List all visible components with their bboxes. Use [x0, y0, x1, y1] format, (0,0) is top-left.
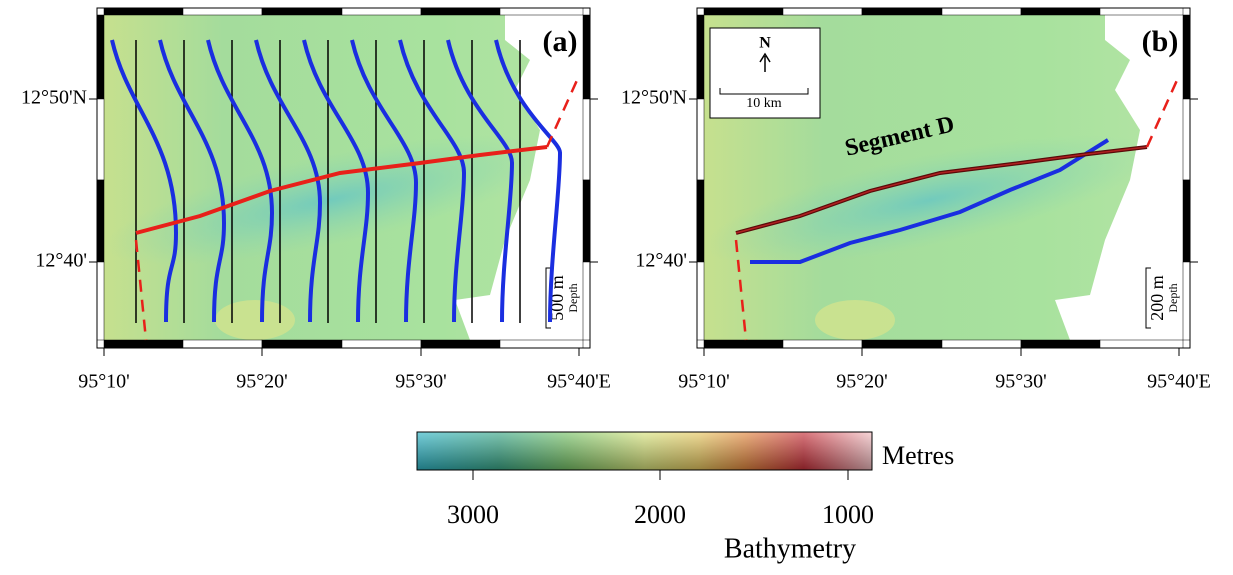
colorbar-tick-label: 2000 [634, 500, 686, 529]
segment-trace-core [735, 146, 1148, 234]
frame [96, 7, 591, 349]
no-data [1055, 15, 1183, 340]
colorbar-frame [416, 431, 873, 471]
north-label: N [759, 35, 771, 52]
lat-tick-label: 12°50'N [21, 87, 87, 109]
frame-band [96, 14, 105, 100]
map-panel: 95°10' 95°20' 95°30' 95°40'E 12°40' 12°50'N 20… [621, 7, 1211, 393]
frame-band [703, 7, 784, 16]
profile [750, 138, 1110, 264]
frame-band [696, 261, 705, 341]
frame-band [696, 14, 705, 100]
frame-band [499, 339, 584, 349]
frame-band [582, 14, 591, 100]
frame-band [1182, 14, 1191, 100]
frame [696, 7, 1191, 349]
map-panel: 95°10' 95°20' 95°30' 95°40'E12°40'12°50'N50… [21, 7, 611, 393]
frame-band [341, 339, 422, 349]
frame-band [861, 7, 943, 16]
profile [302, 39, 371, 323]
lat-tick-label: 12°40' [35, 250, 87, 272]
profile [446, 39, 515, 323]
depth-label: Depth [566, 283, 580, 312]
lon-tick-label: 95°10' [678, 371, 730, 393]
trough [704, 135, 1156, 265]
frame-band [182, 339, 263, 349]
frame-band [96, 179, 105, 263]
panels: 95°10' 95°20' 95°30' 95°40'E12°40'12°50'N50… [21, 7, 1211, 393]
colorbar-unit: Metres [882, 441, 954, 470]
frame-band [420, 7, 501, 16]
lon-tick-label: 95°30' [995, 371, 1047, 393]
profile [494, 39, 563, 323]
profile [206, 39, 275, 323]
lon-tick-label: 95°40'E [547, 371, 611, 393]
trough [104, 135, 556, 265]
segment-trace-extension [734, 77, 1180, 341]
shallow [215, 300, 295, 340]
colorbar: 3000 2000 1000 Metres Bathymetry [416, 431, 954, 564]
frame-band [103, 7, 184, 16]
lat-tick-label: 12°40' [635, 250, 687, 272]
profile [254, 39, 323, 323]
segment-trace-extension [134, 77, 580, 341]
depth-label: Depth [1166, 283, 1180, 312]
profile [110, 39, 179, 323]
frame-band [703, 339, 784, 349]
shallow [815, 300, 895, 340]
frame-band [582, 98, 591, 181]
frame-band [1099, 339, 1184, 349]
panel-label: (b) [1142, 25, 1179, 58]
lon-tick-label: 95°20' [836, 371, 888, 393]
frame-band [1020, 7, 1101, 16]
north-arrow [759, 52, 771, 72]
segment-trace [135, 145, 548, 235]
frame-band [1182, 98, 1191, 181]
legend-box [709, 27, 821, 119]
frame-band [103, 339, 184, 349]
scale-bar [719, 88, 809, 95]
frame-band [182, 7, 263, 16]
frame-band [261, 339, 343, 349]
frame-band [696, 179, 705, 263]
frame-band [1182, 179, 1191, 263]
profile [350, 39, 419, 323]
lon-tick-label: 95°40'E [1147, 371, 1211, 393]
frame-band [696, 98, 705, 181]
colorbar-title: Bathymetry [724, 533, 856, 564]
frame-band [261, 7, 343, 16]
frame-band [499, 7, 584, 16]
frame-band [1182, 261, 1191, 341]
scale-bar-label: 10 km [746, 96, 782, 111]
frame-band [1099, 7, 1184, 16]
profile [398, 39, 467, 323]
frame-band [1020, 339, 1101, 349]
frame-band [582, 261, 591, 341]
frame-band [782, 339, 863, 349]
lon-tick-label: 95°20' [236, 371, 288, 393]
frame-band [420, 339, 501, 349]
colorbar-tick-label: 1000 [822, 500, 874, 529]
depth-scale-label: 200 m [1147, 275, 1167, 321]
frame-band [96, 98, 105, 181]
frame-band [861, 339, 943, 349]
frame-band [941, 339, 1022, 349]
colorbar-tick-label: 3000 [447, 500, 499, 529]
lon-tick-label: 95°30' [395, 371, 447, 393]
frame-band [782, 7, 863, 16]
depth-scale-bar [1145, 267, 1151, 329]
panel-label: (a) [543, 25, 578, 58]
depth-scale-bar [545, 267, 551, 329]
frame-band [582, 179, 591, 263]
frame-band [941, 7, 1022, 16]
lat-tick-label: 12°50'N [621, 87, 687, 109]
frame-band [341, 7, 422, 16]
frame-band [96, 261, 105, 341]
lon-tick-label: 95°10' [78, 371, 130, 393]
